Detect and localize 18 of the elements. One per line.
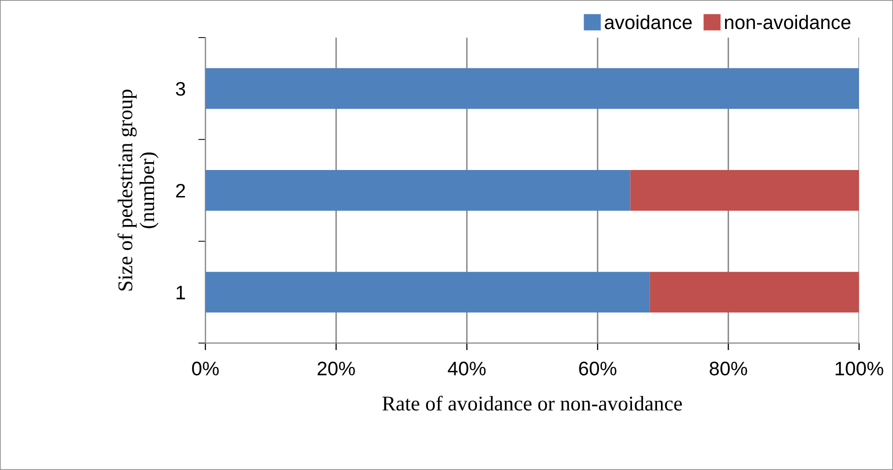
x-tick-label: 60% [579,362,616,376]
y-tick-label: 3 [176,82,186,96]
x-tick-label: 40% [448,362,486,376]
bar [205,272,650,313]
y-tick-label: 1 [176,286,185,300]
bar [205,68,860,109]
bar [650,272,860,313]
x-tick-label: 20% [318,362,355,376]
legend-label: non-avoidance [725,14,850,30]
bar [630,170,860,211]
x-tick-label: 80% [710,362,748,376]
y-axis-title: Size of pedestrian group (number) [118,90,158,290]
x-tick-label: 100% [836,362,884,376]
y-tick-label: 2 [176,184,185,198]
legend-label: avoidance [604,14,692,30]
x-tick-label: 0% [192,362,219,376]
x-axis-title: Rate of avoidance or non-avoidance [382,396,682,411]
bar [205,170,630,211]
